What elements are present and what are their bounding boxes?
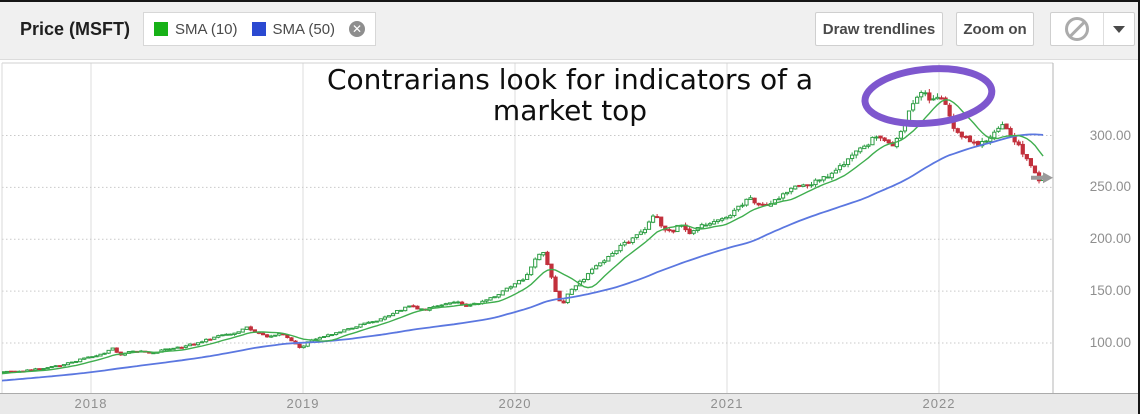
x-axis-label: 2018 [74, 396, 108, 411]
legend-label-sma50: SMA (50) [272, 20, 336, 38]
market-top-circle[interactable] [861, 64, 996, 129]
price-chart[interactable] [0, 58, 1140, 414]
y-axis-label: 200.00 [1089, 231, 1131, 247]
window-top-edge [0, 0, 1140, 2]
y-axis-label: 150.00 [1089, 283, 1131, 299]
time-axis[interactable]: 2018 2019 2020 2021 2022 [0, 393, 1138, 414]
draw-trendlines-button[interactable]: Draw trendlines [815, 12, 943, 46]
drawing-tool-split-button [1050, 12, 1135, 46]
drawing-tool-dropdown-button[interactable] [1104, 13, 1134, 45]
annotation-line2: market top [492, 94, 648, 127]
price-axis[interactable]: 300.00 250.00 200.00 150.00 100.00 [1053, 58, 1138, 393]
sma10-swatch-icon [154, 22, 168, 36]
market-top-annotation-text[interactable]: Contrarians look for indicators of a mar… [250, 64, 890, 126]
x-axis-label: 2019 [286, 396, 320, 411]
y-axis-label: 100.00 [1089, 335, 1131, 350]
y-axis-label: 250.00 [1089, 179, 1131, 195]
chevron-down-icon [1113, 25, 1125, 33]
remove-indicator-icon[interactable]: ✕ [349, 21, 366, 37]
zoom-on-button[interactable]: Zoom on [956, 12, 1034, 46]
sma50-swatch-icon [251, 22, 266, 36]
annotation-line1: Contrarians look for indicators of a [326, 63, 814, 96]
y-axis-label: 300.00 [1089, 127, 1131, 143]
prohibited-icon [1065, 17, 1089, 41]
x-axis-label: 2021 [710, 396, 744, 411]
legend-box: SMA (10) SMA (50) ✕ [143, 12, 377, 46]
toolbar: Price (MSFT) SMA (10) SMA (50) ✕ Draw tr… [0, 0, 1140, 60]
page-title: Price (MSFT) [20, 19, 131, 39]
window-right-edge [1138, 0, 1140, 414]
no-drawing-tool-button[interactable] [1051, 13, 1104, 45]
legend-label-sma10: SMA (10) [175, 20, 238, 38]
x-axis-label: 2020 [498, 396, 532, 411]
x-axis-label: 2022 [922, 396, 956, 411]
